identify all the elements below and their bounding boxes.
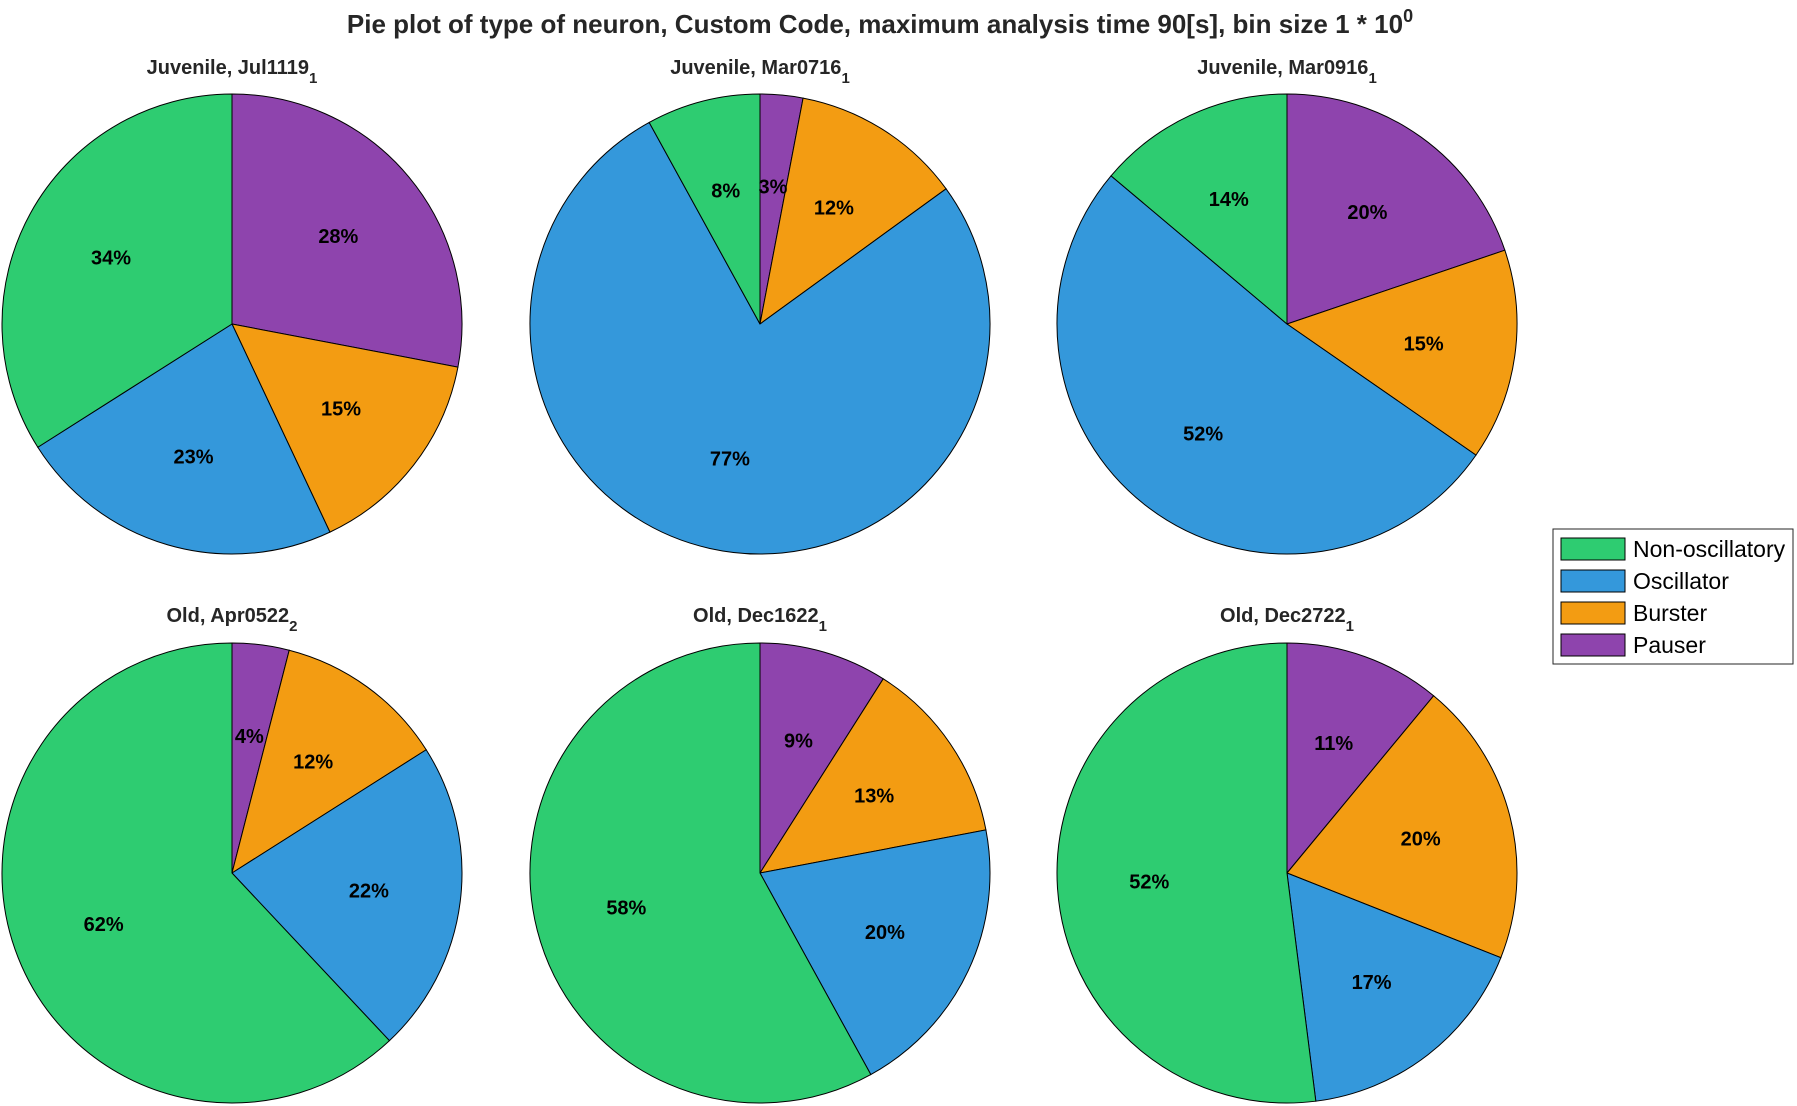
pie-slice-pauser [759,642,884,875]
pie-slice-oscillator [1286,872,1502,1102]
figure-title: Pie plot of type of neuron, Custom Code,… [347,6,1413,39]
pie-title: Old, Dec16221 [693,605,827,635]
pie-slice-label: 4% [235,726,264,748]
figure-title-text: Pie plot of type of neuron, Custom Code,… [347,9,1403,39]
pie-slice-label: 3% [759,177,788,199]
pie-slice-burster [759,97,947,326]
pie-slice-label: 22% [349,880,389,902]
pie-slice-burster [758,678,987,874]
pie-slice-burster [231,649,427,875]
legend-label-pauser: Pauser [1633,632,1706,658]
pie-slice-label: 58% [606,897,646,919]
pie-title-text: Old, Dec1622 [693,605,819,627]
pie-chart-3: Juvenile, Mar09161 20% 15% 52% 14% [1056,57,1518,555]
pie-grid: Juvenile, Jul1119128%15%23%34%Juvenile, … [1,57,1518,1104]
pie-slice-label: 28% [318,226,358,248]
pie-slice-non-oscillatory [1056,642,1317,1104]
pie-slice-non-oscillatory [1,642,391,1104]
legend: Non-oscillatory Oscillator Burster Pauser [1552,528,1794,665]
pie-slice-non-oscillatory [529,642,872,1104]
legend-swatch-pauser [1560,633,1626,657]
pie-slice-label: 20% [865,922,905,944]
pie-slice-pauser [1286,93,1506,325]
pie-slice-label: 11% [1314,733,1353,755]
legend-swatch-oscillator [1560,569,1626,593]
pie-chart-6: Old, Dec27221 11% 20% 17% 52% [1056,605,1518,1104]
pie-slice-label: 62% [84,914,124,936]
pie-slice-label: 9% [784,730,813,752]
pie-slice-label: 17% [1352,972,1392,994]
pie-title-text: Juvenile, Mar0716 [670,57,841,79]
legend-swatch-non-oscillatory [1560,537,1626,561]
pie-slice-non-oscillatory [648,93,761,325]
pie-slice-oscillator [37,323,331,555]
pie-title-subscript: 1 [309,70,317,87]
pie-title-subscript: 1 [1368,70,1376,87]
pie-slice-label: 52% [1183,424,1223,446]
pie-title: Old, Apr05222 [167,605,298,635]
pie-slice-oscillator [231,749,463,1042]
pie-slice-burster [1285,249,1518,456]
pie-slice-label: 34% [91,248,131,270]
pie-chart-5: Old, Dec16221 9% 13% 20% 58% [529,605,991,1104]
pie-title-subscript: 1 [1346,618,1354,635]
pie-title-text: Old, Apr0522 [167,605,290,627]
pie-title-subscript: 2 [289,618,297,635]
pie-title: Juvenile, Mar09161 [1197,57,1377,87]
pie-chart-1: Juvenile, Jul11191 28% 15% 23% 34% [1,57,463,555]
legend-label-burster: Burster [1633,600,1707,626]
pie-slice-label: 14% [1209,189,1249,211]
pie-slice-oscillator [529,121,991,555]
pie-chart-2: Juvenile, Mar07161 3% 12% 77% 8% [529,57,991,555]
pie-slice-label: 12% [814,197,854,219]
pie-chart-4: Old, Apr05222 4% 12% 22% 62% [1,605,463,1104]
pie-slice-label: 12% [293,751,333,773]
pie-slice-label: 15% [321,399,361,421]
pie-slice-burster [1286,695,1518,959]
pie-title-text: Juvenile, Mar0916 [1197,57,1368,79]
pie-title-subscript: 1 [819,618,827,635]
pie-title-text: Old, Dec2722 [1220,605,1346,627]
pie-title: Old, Dec27221 [1220,605,1354,635]
pie-slice-label: 20% [1401,829,1441,851]
pie-slice-non-oscillatory [1110,93,1288,326]
pie-slice-label: 52% [1129,872,1169,894]
pie-title-text: Juvenile, Jul1119 [147,57,309,79]
legend-swatch-burster [1560,601,1626,625]
pie-slice-label: 13% [854,785,894,807]
pie-slice-oscillator [1056,175,1477,555]
legend-label-oscillator: Oscillator [1633,568,1729,594]
pie-slice-label: 20% [1347,202,1387,224]
pie-slice-oscillator [759,829,991,1076]
pie-slice-label: 15% [1404,333,1444,355]
pie-slice-pauser [1286,642,1435,875]
pie-slice-non-oscillatory [1,93,233,448]
pie-slice-label: 23% [173,447,213,469]
pie-slice-label: 8% [711,180,740,202]
legend-label-non-oscillatory: Non-oscillatory [1633,536,1786,562]
figure-title-superscript: 0 [1403,6,1413,26]
pie-title: Juvenile, Jul11191 [147,57,318,87]
pie-slice-burster [231,323,459,533]
pie-title: Juvenile, Mar07161 [670,57,850,87]
pie-slice-label: 77% [710,449,750,471]
pie-title-subscript: 1 [841,70,849,87]
pie-slice-pauser [231,93,463,368]
